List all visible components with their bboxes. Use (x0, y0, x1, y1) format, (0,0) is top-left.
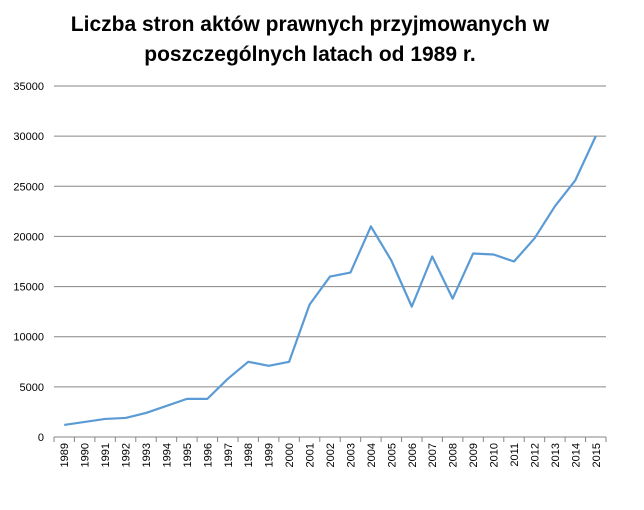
x-tick-label: 1999 (264, 443, 276, 467)
x-tick-label: 1997 (223, 443, 235, 467)
y-tick-label: 20000 (13, 231, 44, 243)
x-tick-label: 1992 (121, 443, 133, 467)
x-tick-label: 2008 (448, 443, 460, 467)
x-tick-label: 2007 (427, 443, 439, 467)
x-tick-label: 2013 (550, 443, 562, 467)
x-tick-label: 2012 (529, 443, 541, 467)
x-tick-label: 1989 (59, 443, 71, 467)
x-tick-label: 2006 (407, 443, 419, 467)
y-tick-label: 5000 (20, 382, 44, 394)
x-tick-label: 1998 (243, 443, 255, 467)
x-tick-label: 2005 (386, 443, 398, 467)
y-tick-label: 25000 (13, 181, 44, 193)
x-tick-label: 2009 (468, 443, 480, 467)
x-tick-label: 2003 (345, 443, 357, 467)
x-tick-label: 2010 (489, 443, 501, 467)
y-tick-label: 0 (38, 432, 44, 444)
x-tick-label: 2000 (284, 443, 296, 467)
x-tick-label: 1991 (100, 443, 112, 467)
x-tick-label: 1995 (182, 443, 194, 467)
x-tick-label: 1996 (202, 443, 214, 467)
x-tick-label: 2002 (325, 443, 337, 467)
x-tick-label: 2014 (570, 443, 582, 467)
y-tick-label: 30000 (13, 131, 44, 143)
x-tick-label: 2015 (591, 443, 603, 467)
x-tick-label: 1990 (80, 443, 92, 467)
x-tick-label: 1993 (141, 443, 153, 467)
data-line (64, 135, 597, 427)
x-tick-label: 2001 (305, 443, 317, 467)
x-tick-label: 1994 (161, 443, 173, 467)
x-tick-label: 2004 (366, 443, 378, 467)
y-tick-label: 10000 (13, 332, 44, 344)
chart-title: Liczba stron aktów prawnych przyjmowanyc… (70, 13, 550, 66)
y-tick-label: 35000 (13, 81, 44, 93)
y-tick-label: 15000 (13, 282, 44, 294)
x-tick-label: 2011 (509, 443, 521, 467)
